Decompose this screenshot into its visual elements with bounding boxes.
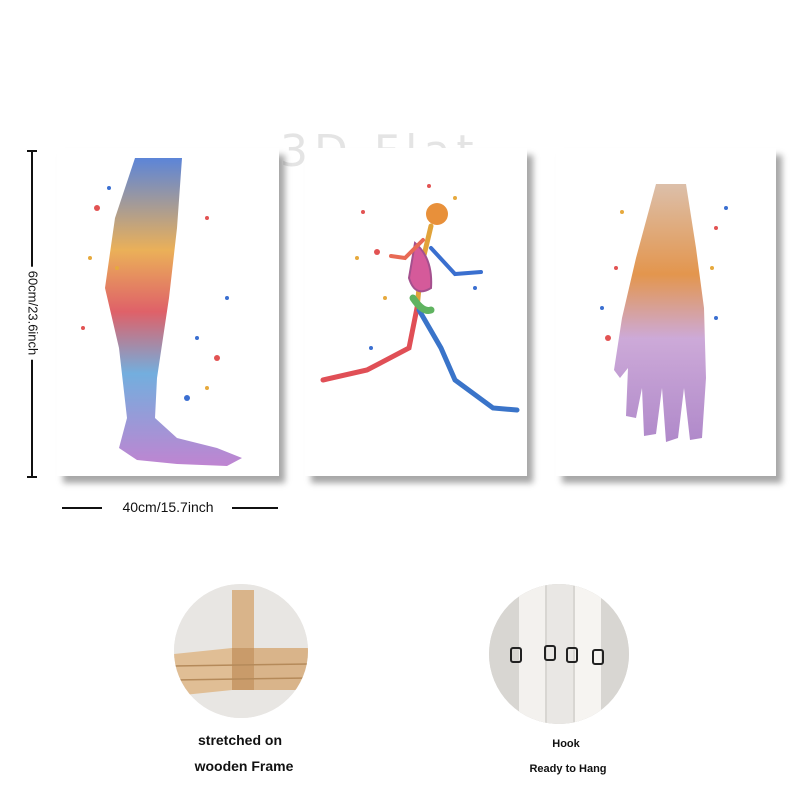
width-dimension-label: 40cm/15.7inch: [122, 499, 214, 515]
height-dimension-label: 60cm/23.6inch: [25, 266, 41, 360]
wooden-frame-photo: [174, 584, 308, 718]
leg-anatomy-artwork: [81, 158, 242, 466]
frame-caption-line2: wooden Frame: [194, 758, 294, 774]
height-dimension-cap-top: [27, 150, 37, 152]
width-dimension-line-right: [232, 507, 278, 509]
canvas-panel-leg: [57, 148, 279, 476]
hook-photo: [489, 584, 629, 724]
canvas-panel-foot: [556, 148, 776, 476]
width-dimension-line-left: [62, 507, 102, 509]
hook-caption-subtitle: Ready to Hang: [529, 763, 607, 775]
frame-caption-line1: stretched on: [197, 732, 283, 748]
running-skeleton-artwork: [320, 184, 520, 413]
height-dimension-cap-bottom: [27, 476, 37, 478]
hook-caption-title: Hook: [552, 738, 580, 750]
foot-bones-artwork: [600, 184, 728, 442]
canvas-panel-runner: [305, 148, 527, 476]
